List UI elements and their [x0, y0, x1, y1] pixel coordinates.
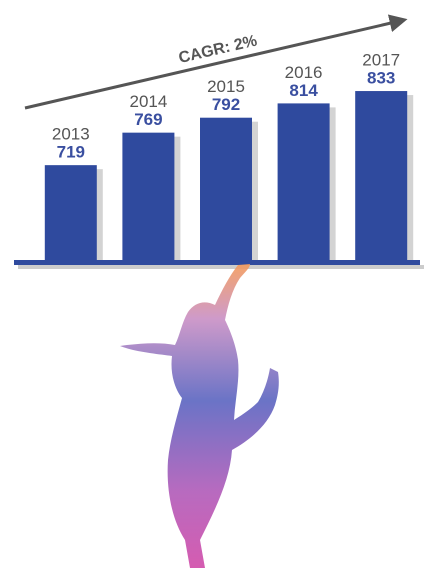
value-label: 792	[212, 95, 240, 114]
category-label: 2013	[52, 125, 90, 144]
category-label: 2014	[129, 92, 167, 111]
dancer-illustration	[120, 264, 279, 568]
bar	[277, 103, 330, 263]
bar	[200, 117, 252, 262]
bar	[44, 165, 97, 262]
baseline-shadow	[18, 265, 424, 269]
category-label: 2017	[362, 51, 400, 70]
baseline	[14, 260, 420, 265]
category-label: 2016	[285, 63, 323, 82]
value-label: 814	[289, 81, 318, 100]
value-label: 833	[367, 69, 395, 88]
bar	[122, 132, 175, 262]
category-label: 2015	[207, 77, 245, 96]
trend-arrow	[24, 14, 408, 110]
value-label: 769	[134, 110, 162, 129]
value-label: 719	[57, 143, 85, 162]
bar	[355, 91, 408, 262]
